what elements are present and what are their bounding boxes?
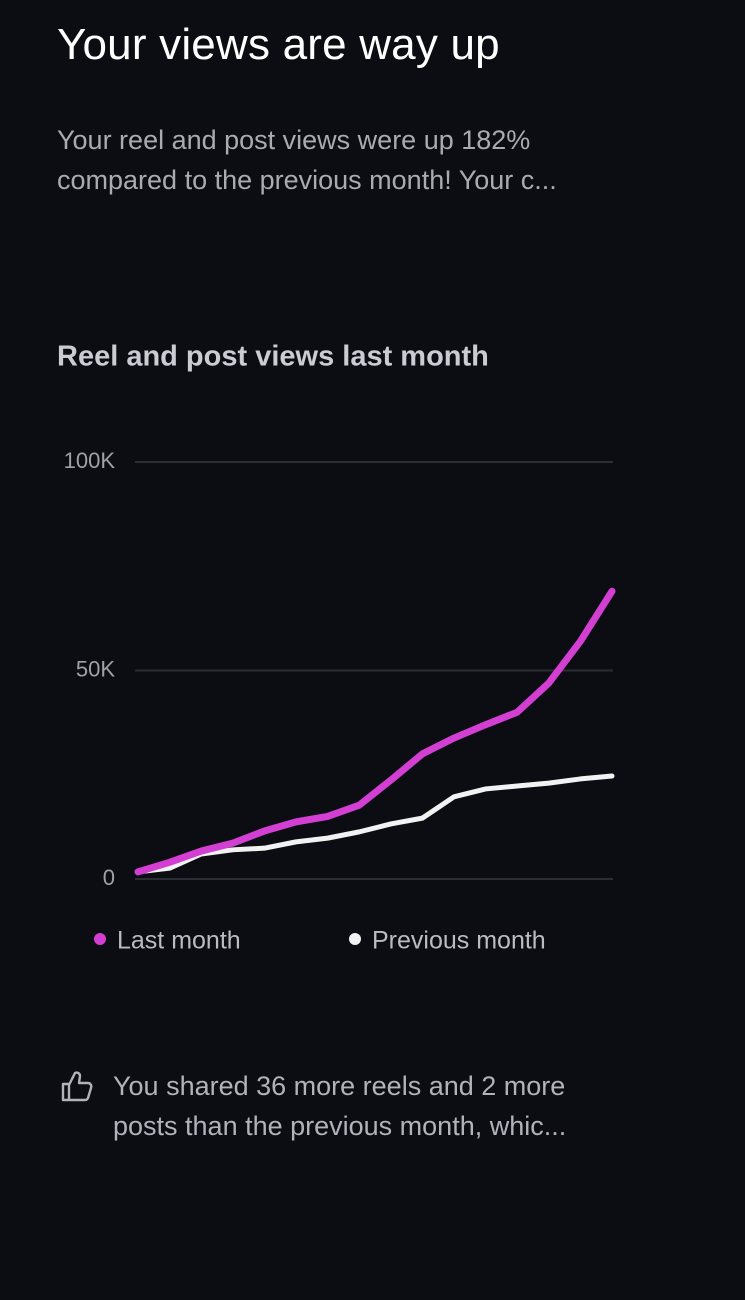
footer-text: You shared 36 more reels and 2 more post… xyxy=(113,1066,566,1146)
legend-swatch xyxy=(94,933,106,945)
line-series xyxy=(135,773,615,875)
legend-label: Last month xyxy=(117,927,241,955)
footer-line: posts than the previous month, whic... xyxy=(113,1111,567,1141)
description: Your reel and post views were up 182% co… xyxy=(57,120,557,200)
chart-title: Reel and post views last month xyxy=(57,341,489,373)
legend-swatch xyxy=(349,933,361,945)
screen: {"header": {"title": "Your views are way… xyxy=(57,20,616,1146)
thumbs-up-icon xyxy=(61,1071,93,1102)
y-tick-label: 100K xyxy=(64,448,116,473)
line-series xyxy=(134,587,616,876)
chart: Reel and post views last month 0 50K 100K L… xyxy=(57,341,616,955)
title: Your views are way up xyxy=(57,20,500,69)
y-tick-label: 50K xyxy=(76,656,115,681)
description-line: Your reel and post views were up 182% xyxy=(57,125,531,155)
y-tick-label: 0 xyxy=(103,865,115,890)
legend-label: Previous month xyxy=(372,927,546,955)
description-line: compared to the previous month! Your c..… xyxy=(57,165,557,195)
footer-line: You shared 36 more reels and 2 more xyxy=(113,1071,566,1101)
